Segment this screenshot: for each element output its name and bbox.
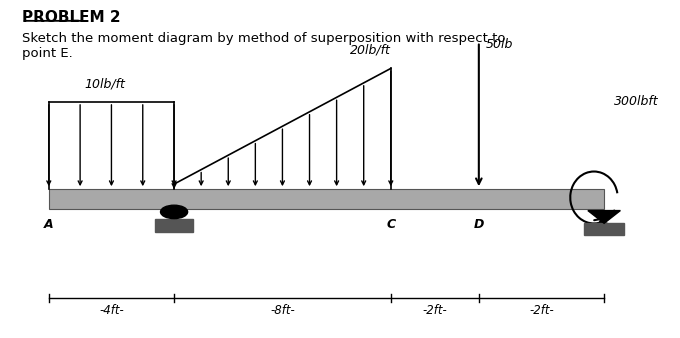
Bar <box>49 189 604 209</box>
Text: B: B <box>169 218 179 231</box>
Text: 300lbft: 300lbft <box>614 95 659 108</box>
Bar <box>584 223 624 235</box>
Text: 20lb/ft: 20lb/ft <box>350 44 391 57</box>
Text: PROBLEM 2: PROBLEM 2 <box>22 10 120 25</box>
Text: C: C <box>386 218 395 231</box>
Text: -4ft-: -4ft- <box>99 304 124 317</box>
Text: E: E <box>600 218 609 231</box>
Text: Sketch the moment diagram by method of superposition with respect to
point E.: Sketch the moment diagram by method of s… <box>22 31 505 59</box>
Text: 50lb: 50lb <box>486 38 513 51</box>
Polygon shape <box>588 211 620 223</box>
Text: D: D <box>474 218 484 231</box>
Circle shape <box>160 205 188 219</box>
Text: -2ft-: -2ft- <box>422 304 447 317</box>
Text: -2ft-: -2ft- <box>529 304 554 317</box>
Text: -8ft-: -8ft- <box>270 304 295 317</box>
Text: A: A <box>44 218 54 231</box>
Bar <box>155 219 193 232</box>
Text: 10lb/ft: 10lb/ft <box>84 77 125 90</box>
